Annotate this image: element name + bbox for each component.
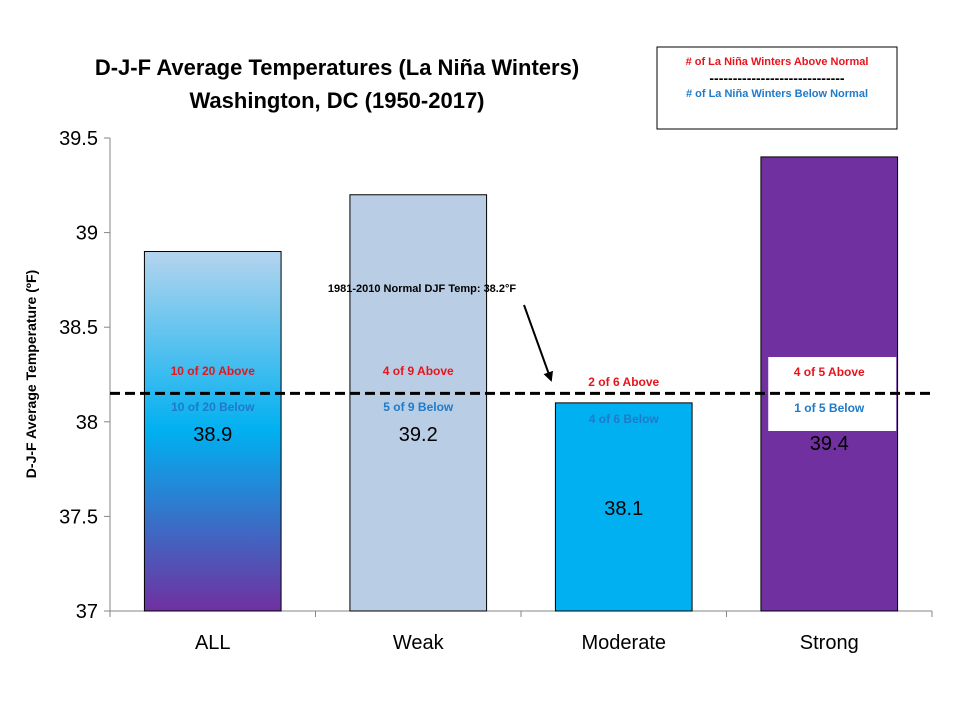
value-label: 39.4 bbox=[810, 433, 849, 455]
normal-line-arrow bbox=[523, 304, 553, 382]
legend-separator: ----------------------------- bbox=[709, 70, 845, 86]
normal-line-group: 1981-2010 Normal DJF Temp: 38.2°F bbox=[110, 283, 932, 395]
legend-above-text: # of La Niña Winters Above Normal bbox=[686, 56, 869, 68]
bar-labels: ALL 10 of 20 Above 10 of 20 Below 38.9 Weak 4… bbox=[171, 357, 897, 654]
normal-line-label: 1981-2010 Normal DJF Temp: 38.2°F bbox=[328, 283, 517, 295]
bar-moderate bbox=[554, 402, 693, 612]
bar-weak bbox=[349, 194, 488, 612]
value-label: 38.1 bbox=[604, 498, 643, 520]
x-tick-label: Strong bbox=[800, 632, 859, 654]
y-tick-label: 39.5 bbox=[59, 128, 98, 150]
legend-box: # of La Niña Winters Above Normal ------… bbox=[656, 46, 898, 130]
chart-subtitle: Washington, DC (1950-2017) bbox=[189, 88, 484, 113]
x-tick-label: Moderate bbox=[582, 632, 667, 654]
y-axis-label: D-J-F Average Temperature (ºF) bbox=[23, 270, 39, 478]
y-tick-label: 38 bbox=[76, 412, 98, 434]
below-count-label: 5 of 9 Below bbox=[383, 400, 454, 414]
above-count-label: 4 of 9 Above bbox=[383, 364, 454, 378]
above-count-label: 4 of 5 Above bbox=[794, 365, 865, 379]
below-count-label: 10 of 20 Below bbox=[171, 400, 255, 414]
value-label: 38.9 bbox=[193, 424, 232, 446]
y-tick-label: 37 bbox=[76, 601, 98, 623]
x-tick-label: ALL bbox=[195, 632, 231, 654]
y-tick-label: 38.5 bbox=[59, 317, 98, 339]
legend-below-text: # of La Niña Winters Below Normal bbox=[686, 88, 868, 100]
above-count-label: 2 of 6 Above bbox=[588, 375, 659, 389]
value-label: 39.2 bbox=[399, 424, 438, 446]
bar-all bbox=[143, 251, 282, 612]
below-count-label: 1 of 5 Below bbox=[794, 401, 865, 415]
above-count-label: 10 of 20 Above bbox=[171, 364, 256, 378]
x-tick-label: Weak bbox=[393, 632, 445, 654]
y-tick-label: 37.5 bbox=[59, 506, 98, 528]
below-count-label: 4 of 6 Below bbox=[589, 412, 660, 426]
chart-title: D-J-F Average Temperatures (La Niña Wint… bbox=[95, 55, 579, 80]
y-tick-label: 39 bbox=[76, 223, 98, 245]
